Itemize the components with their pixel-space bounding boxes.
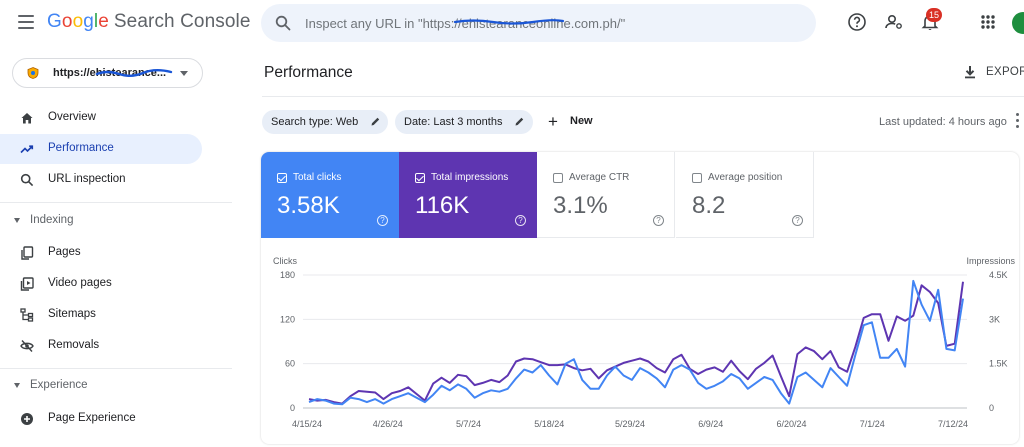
edit-pencil-icon (515, 117, 524, 126)
edit-pencil-icon (371, 117, 380, 126)
sidebar-item-video-pages[interactable]: Video pages (0, 269, 202, 299)
property-selector[interactable]: https://ehistearance... (12, 58, 203, 88)
caret-down-icon (14, 218, 20, 223)
checkbox[interactable] (692, 173, 702, 183)
x-tick-label: 5/29/24 (615, 419, 645, 429)
x-tick-label: 5/18/24 (534, 419, 564, 429)
help-icon[interactable]: ? (515, 215, 526, 226)
checkbox[interactable] (553, 173, 563, 183)
eye-off-icon (20, 340, 34, 352)
help-icon[interactable]: ? (377, 215, 388, 226)
performance-panel: Total clicks 3.58K ? Total impressions 1… (261, 152, 1019, 444)
x-tick-label: 7/1/24 (860, 419, 885, 429)
filter-chip-date[interactable]: Date: Last 3 months (395, 110, 533, 134)
page-title: Performance (264, 64, 353, 81)
app-title: Search Console (113, 11, 251, 32)
series-line-impressions (308, 281, 964, 405)
x-tick-label: 4/26/24 (373, 419, 403, 429)
app-logo[interactable]: Google Search Console (47, 11, 251, 32)
divider (0, 202, 232, 203)
x-tick-label: 4/15/24 (292, 419, 322, 429)
sidebar-item-sitemaps[interactable]: Sitemaps (0, 300, 202, 330)
more-options-icon[interactable] (1016, 113, 1020, 131)
video-icon (20, 277, 34, 291)
help-icon[interactable] (846, 11, 868, 33)
x-tick-label: 5/7/24 (456, 419, 481, 429)
right-tick-label: 4.5K (989, 270, 1008, 280)
last-updated-text: Last updated: 4 hours ago (879, 116, 1007, 128)
metric-card-total-impressions[interactable]: Total impressions 116K ? (399, 152, 537, 238)
x-tick-label: 7/12/24 (938, 419, 968, 429)
sidebar-item-performance[interactable]: Performance (0, 134, 202, 164)
left-axis-title: Clicks (273, 256, 297, 266)
account-avatar[interactable] (1012, 12, 1024, 34)
sidebar-item-overview[interactable]: Overview (0, 103, 202, 133)
series-line-clicks (308, 279, 964, 406)
sidebar-item-url-inspection[interactable]: URL inspection (0, 165, 202, 195)
sidebar-item-removals[interactable]: Removals (0, 331, 202, 361)
caret-down-icon (14, 383, 20, 388)
metric-value: 3.1% (553, 192, 608, 219)
site-favicon-icon (27, 67, 39, 79)
performance-chart-svg: Clicks Impressions 180 4.5K 120 3K 60 1.5K 0 0 4/1… (273, 256, 1016, 429)
filter-chip-search-type[interactable]: Search type: Web (262, 110, 388, 134)
pages-icon (21, 246, 34, 260)
performance-chart[interactable]: Clicks Impressions 180 4.5K 120 3K 60 1.5K 0 0 4/1… (261, 238, 1019, 444)
url-inspect-input[interactable] (305, 13, 795, 33)
right-tick-label: 1.5K (989, 359, 1008, 369)
url-inspect-search[interactable] (261, 4, 816, 42)
help-icon[interactable]: ? (792, 215, 803, 226)
left-tick-label: 0 (290, 403, 295, 413)
left-tick-label: 120 (280, 314, 295, 324)
metric-value: 116K (415, 192, 470, 219)
redaction-scribble (95, 69, 173, 77)
divider (0, 368, 232, 369)
metric-card-average-position[interactable]: Average position 8.2 ? (676, 152, 814, 238)
home-icon (21, 113, 33, 124)
checkbox[interactable] (415, 173, 425, 183)
notification-count-badge: 15 (926, 8, 942, 22)
metric-card-total-clicks[interactable]: Total clicks 3.58K ? (261, 152, 399, 238)
user-settings-icon[interactable] (883, 11, 905, 33)
download-icon (965, 66, 975, 79)
right-tick-label: 0 (989, 403, 994, 413)
plus-circle-icon (21, 413, 33, 425)
metric-value: 8.2 (692, 192, 726, 219)
sitemap-icon (20, 308, 34, 322)
right-axis-title: Impressions (966, 256, 1015, 266)
x-tick-label: 6/20/24 (776, 419, 806, 429)
metric-value: 3.58K (277, 192, 340, 219)
divider (262, 96, 1024, 97)
help-icon[interactable]: ? (653, 215, 664, 226)
sidebar-item-page-experience[interactable]: Page Experience (0, 404, 202, 434)
trending-up-icon (20, 145, 34, 154)
search-icon (275, 15, 291, 31)
x-tick-label: 6/9/24 (698, 419, 723, 429)
menu-icon[interactable] (18, 15, 34, 29)
chevron-down-icon (180, 71, 188, 76)
sidebar-item-pages[interactable]: Pages (0, 238, 202, 268)
plus-icon: + (548, 112, 558, 131)
right-tick-label: 3K (989, 314, 1000, 324)
left-tick-label: 180 (280, 270, 295, 280)
left-tick-label: 60 (285, 359, 295, 369)
checkbox[interactable] (277, 173, 287, 183)
apps-grid-icon[interactable] (977, 11, 999, 33)
metric-card-average-ctr[interactable]: Average CTR 3.1% ? (537, 152, 675, 238)
search-icon (20, 173, 34, 187)
